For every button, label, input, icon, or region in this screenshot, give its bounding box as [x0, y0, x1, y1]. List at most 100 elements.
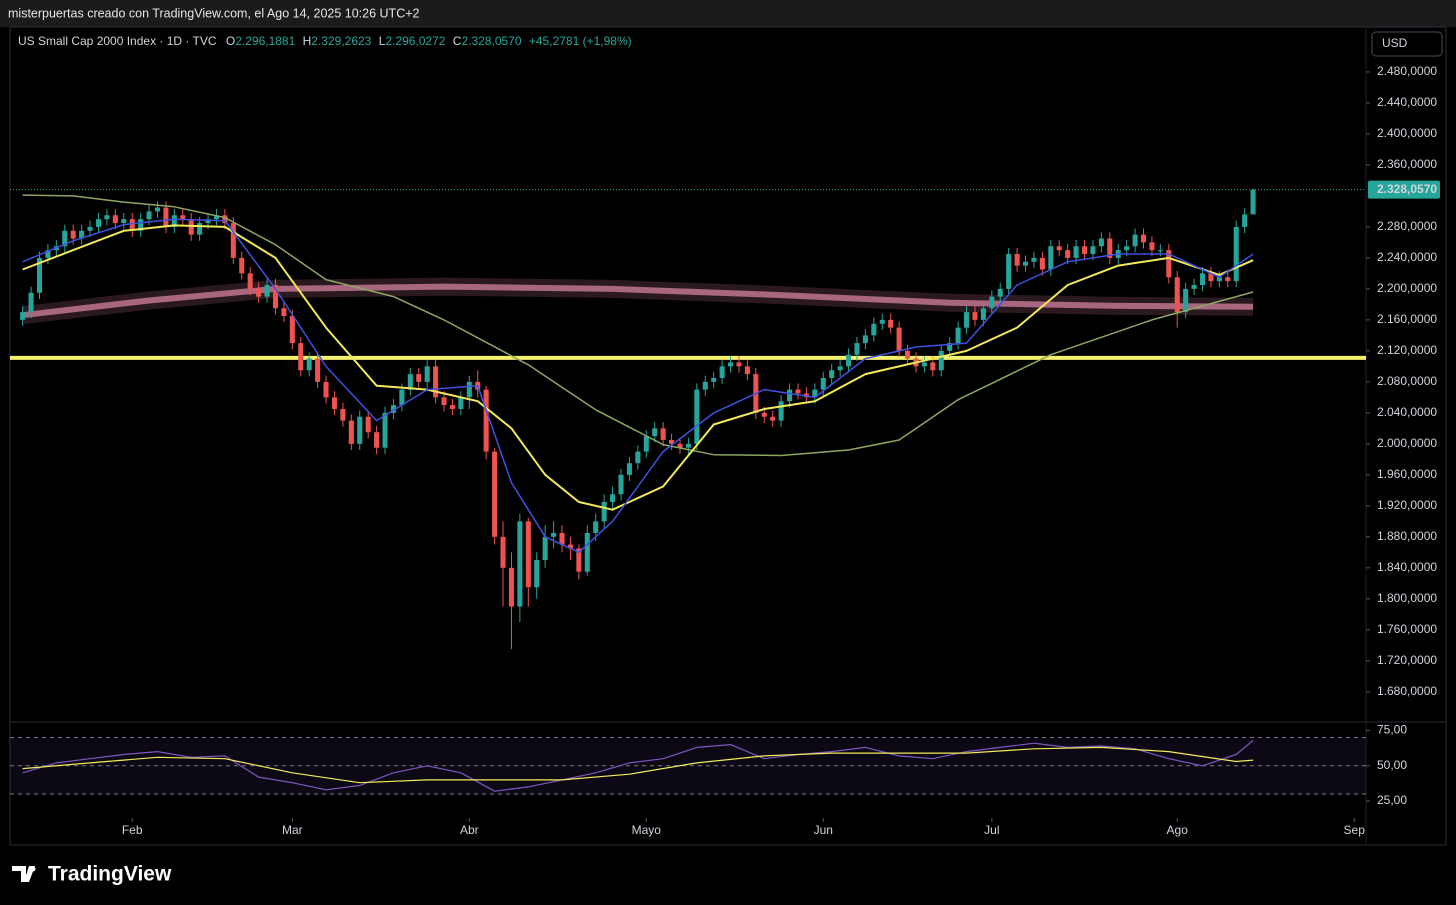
candle-body	[921, 362, 927, 367]
y-tick-label: 2.440,0000	[1377, 95, 1437, 109]
y-tick-label: 2.480,0000	[1377, 64, 1437, 78]
candle-body	[1090, 246, 1096, 255]
candle-body	[972, 312, 978, 320]
candle-body	[492, 451, 498, 537]
candle-body	[795, 389, 801, 394]
ohlc-value: 2.296,1881	[235, 34, 295, 48]
y-tick-label: 2.040,0000	[1377, 405, 1437, 419]
ohlc-value: 2.328,0570	[461, 34, 521, 48]
price-plot	[10, 188, 1366, 650]
candle-body	[146, 211, 152, 220]
line-series	[22, 746, 1254, 784]
candle-body	[1098, 238, 1104, 247]
candle-body	[1242, 214, 1248, 227]
ohlc-label: L	[379, 34, 386, 48]
candle-body	[256, 288, 262, 297]
candle-body	[230, 223, 236, 258]
y-tick-label: 1.800,0000	[1377, 591, 1437, 605]
line-series	[22, 218, 1254, 554]
candle-body	[272, 285, 278, 309]
candle-body	[1006, 254, 1012, 289]
candle-body	[1065, 250, 1071, 258]
price-pane: 2.480,0000 2.440,0000 2.400,0000 2.360,0000…	[10, 64, 1440, 837]
top-bar	[0, 0, 1456, 27]
candle-body	[820, 377, 826, 390]
candle-body	[871, 323, 877, 336]
candle-body	[315, 358, 321, 382]
candle-body	[357, 416, 363, 444]
candle-body	[390, 405, 396, 413]
candle-body	[500, 536, 506, 568]
candle-body	[576, 548, 582, 572]
candle-body	[374, 432, 380, 448]
candle-body	[938, 350, 944, 371]
ohlc-label: H	[303, 34, 312, 48]
candle-body	[846, 354, 852, 367]
y-tick-label: 2.400,0000	[1377, 126, 1437, 140]
candle-body	[112, 215, 118, 224]
candle-body	[45, 250, 51, 258]
candle-body	[1022, 261, 1029, 266]
candle-body	[1233, 226, 1239, 282]
candle-body	[601, 501, 607, 522]
candle-body	[36, 257, 43, 293]
candle-body	[433, 366, 439, 398]
candle-body	[761, 412, 767, 417]
candle-body	[635, 451, 641, 464]
candle-body	[896, 327, 902, 351]
candle-body	[87, 226, 93, 231]
candle-body	[610, 494, 616, 502]
candle-body	[247, 273, 253, 289]
ohlc-label: C	[453, 34, 462, 48]
y-tick-label: 1.680,0000	[1377, 684, 1437, 698]
candle-body	[778, 401, 784, 421]
candle-body	[567, 544, 573, 549]
x-tick-label: Feb	[122, 823, 143, 837]
candle-body	[854, 343, 860, 355]
candle-body	[264, 285, 270, 297]
candle-body	[104, 215, 110, 220]
candle-body	[1140, 234, 1147, 243]
candle-body	[1014, 254, 1020, 266]
logo-dot	[30, 866, 36, 872]
candle-body	[989, 296, 995, 309]
candle-body	[744, 366, 750, 375]
candle-body	[1166, 250, 1172, 278]
currency-button-label[interactable]: USD	[1382, 36, 1408, 50]
candle-body	[669, 439, 675, 444]
y-tick-label: 2.000,0000	[1377, 436, 1437, 450]
chart-frame	[9, 26, 1447, 846]
candle-body	[1191, 285, 1197, 289]
candle-body	[138, 219, 144, 231]
y-tick-label: 1.880,0000	[1377, 529, 1437, 543]
candle-body	[694, 389, 700, 444]
candle-body	[281, 308, 287, 317]
candle-body	[1124, 246, 1130, 251]
symbol-title: US Small Cap 2000 Index · 1D · TVC	[18, 34, 217, 48]
candle-body	[298, 343, 304, 371]
candle-body	[213, 215, 220, 220]
candle-body	[508, 567, 514, 607]
candle-body	[399, 389, 405, 406]
logo-icon	[12, 866, 35, 882]
candle-body	[955, 327, 961, 344]
ohlc-label: O	[226, 34, 235, 48]
candle-body	[997, 288, 1003, 297]
candle-body	[483, 389, 489, 452]
candle-body	[711, 377, 717, 382]
candle-body	[719, 366, 725, 378]
candle-body	[1216, 277, 1222, 282]
candle-body	[559, 532, 565, 545]
last-price-box	[1368, 180, 1440, 199]
candle-body	[382, 412, 388, 448]
line-series	[22, 194, 1254, 457]
candle-body	[685, 443, 691, 448]
candle-body	[197, 223, 203, 235]
currency-button[interactable]	[1371, 31, 1443, 57]
candle-body	[1250, 189, 1256, 215]
candle-body	[812, 389, 818, 398]
candle-body	[1157, 250, 1163, 252]
candle-body	[660, 428, 666, 440]
candle-body	[1199, 273, 1206, 286]
